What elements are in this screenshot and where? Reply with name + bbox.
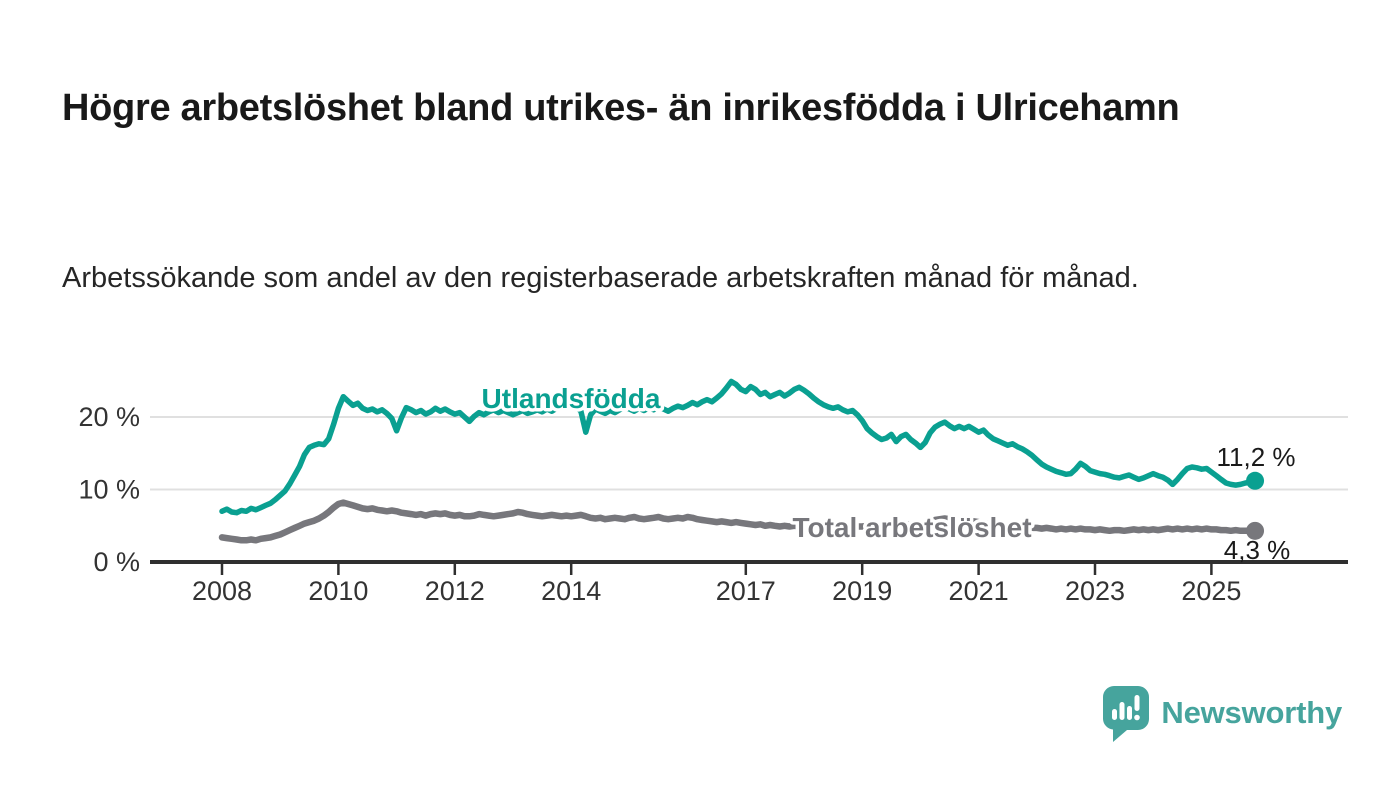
logo-exclamation-bar <box>1134 695 1140 711</box>
labels-layer: 11,2 % 4,3 % Utlandsfödda Total arbetslöshe… <box>478 380 1296 565</box>
x-tick-label: 2021 <box>949 576 1009 606</box>
x-tick-label: 2008 <box>192 576 252 606</box>
x-tick-label: 2012 <box>425 576 485 606</box>
series-layer <box>218 378 1265 544</box>
newsworthy-logo-text: Newsworthy <box>1161 695 1342 730</box>
logo-exclamation-dot <box>1134 714 1141 721</box>
chart-area: 0 % 10 % 20 % 2008 2010 2012 2014 2017 2019 2021… <box>0 350 1400 620</box>
line-chart: 0 % 10 % 20 % 2008 2010 2012 2014 2017 2019 2021… <box>78 378 1348 606</box>
series-end-value-label: 11,2 % <box>1217 442 1296 472</box>
x-tick-label: 2019 <box>832 576 892 606</box>
newsworthy-logo: Newsworthy <box>1103 686 1342 743</box>
series-line-total <box>218 499 1259 544</box>
x-tick-label: 2014 <box>541 576 601 606</box>
y-axis-label: 0 % <box>93 547 140 577</box>
logo-bar-3 <box>1127 706 1133 720</box>
series-end-value-label: 4,3 % <box>1224 535 1291 565</box>
y-axis-label: 20 % <box>78 402 140 432</box>
series-line-utlandsfodda <box>219 378 1258 516</box>
series-end-dot <box>1246 471 1265 490</box>
y-axis-label: 10 % <box>78 475 140 505</box>
x-tick-label: 2010 <box>308 576 368 606</box>
page-subtitle: Arbetssökande som andel av den registerb… <box>62 262 1139 294</box>
page-title: Högre arbetslöshet bland utrikes- än inr… <box>62 87 1180 130</box>
logo-bar-2 <box>1119 702 1125 720</box>
logo-bar-1 <box>1112 709 1118 720</box>
newsworthy-logo-icon <box>1103 686 1150 742</box>
speech-bubble-shape <box>1103 686 1150 742</box>
series-name-label: Utlandsfödda <box>482 383 661 414</box>
x-tick-label: 2017 <box>716 576 776 606</box>
series-end-dot <box>1246 521 1265 540</box>
gridlines-layer: 0 % 10 % 20 % <box>78 402 1348 577</box>
series-name-label: Total arbetslöshet <box>792 512 1031 543</box>
x-tick-label: 2025 <box>1181 576 1241 606</box>
x-tick-label: 2023 <box>1065 576 1125 606</box>
axis-layer: 2008 2010 2012 2014 2017 2019 2021 2023 2025 <box>150 560 1348 606</box>
